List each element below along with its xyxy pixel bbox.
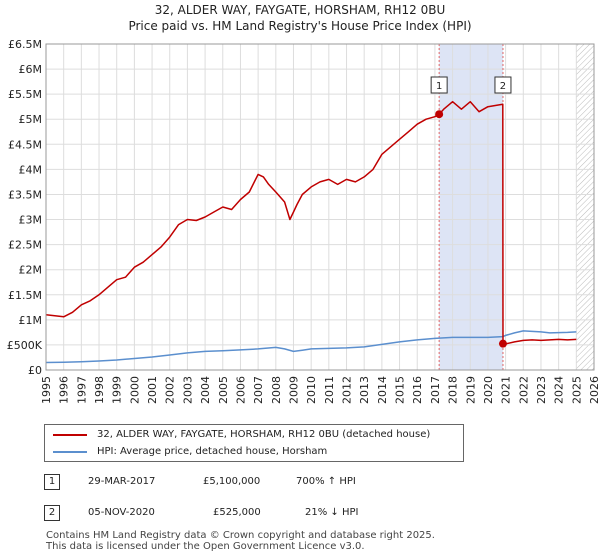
- x-tick-label: 2010: [305, 376, 318, 404]
- x-tick-label: 2004: [199, 376, 212, 404]
- x-tick-label: 2020: [482, 376, 495, 404]
- y-tick-label: £2.5M: [8, 239, 42, 252]
- y-tick-label: £500K: [7, 339, 43, 352]
- x-tick-label: 2006: [234, 376, 247, 404]
- x-tick-label: 2024: [553, 376, 566, 404]
- transaction-hpi-change: 21% ↓ HPI: [305, 507, 359, 518]
- legend-label-property: 32, ALDER WAY, FAYGATE, HORSHAM, RH12 0B…: [97, 429, 431, 440]
- x-tick-label: 2026: [588, 376, 600, 404]
- transaction-price: £5,100,000: [203, 476, 261, 487]
- x-tick-label: 2021: [500, 376, 513, 404]
- transaction-hpi-change: 700% ↑ HPI: [296, 476, 356, 487]
- x-tick-label: 2001: [146, 376, 159, 404]
- sale-point-marker: [435, 110, 444, 119]
- x-tick-label: 2023: [535, 376, 548, 404]
- property-price-line: [45, 100, 577, 345]
- x-tick-label: 2002: [164, 376, 177, 404]
- x-tick-label: 2005: [217, 376, 230, 404]
- x-tick-label: 2016: [411, 376, 424, 404]
- x-tick-label: 1997: [75, 376, 88, 404]
- legend-swatch-hpi: [53, 451, 87, 453]
- price-chart: £0 £500K £1M £1.5M £2M £2.5M £3M £3.5M £4M £4.5M £…: [7, 38, 600, 404]
- x-tick-label: 2000: [128, 376, 141, 404]
- annotation-label: 1: [436, 81, 442, 92]
- hpi-line: [45, 330, 577, 364]
- y-tick-label: £6.5M: [8, 38, 42, 51]
- transaction-date: 05-NOV-2020: [88, 507, 155, 518]
- transaction-price: £525,000: [213, 507, 261, 518]
- x-tick-label: 2003: [181, 376, 194, 404]
- x-tick-label: 1996: [58, 376, 71, 404]
- annotation-box: [430, 76, 448, 94]
- plot-frame: [45, 43, 595, 371]
- chart-title: 32, ALDER WAY, FAYGATE, HORSHAM, RH12 0B…: [154, 3, 446, 17]
- y-tick-label: £1.5M: [8, 289, 42, 302]
- x-tick-label: 2015: [394, 376, 407, 404]
- sale-point-marker: [498, 339, 507, 348]
- y-tick-label: £1M: [19, 314, 43, 327]
- x-tick-label: 2019: [464, 376, 477, 404]
- y-tick-label: £6M: [19, 63, 43, 76]
- annotation-label: 2: [500, 81, 506, 92]
- x-tick-label: 2017: [429, 376, 442, 404]
- y-tick-label: £5.5M: [8, 88, 42, 101]
- legend-swatch-property: [53, 434, 87, 436]
- y-tick-label: £4M: [19, 163, 43, 176]
- x-tick-label: 2014: [376, 376, 389, 404]
- footer: Contains HM Land Registry data © Crown c…: [46, 530, 435, 552]
- y-tick-label: £4.5M: [8, 138, 42, 151]
- x-tick-label: 1999: [111, 376, 124, 404]
- forecast-hatch: [576, 44, 594, 370]
- x-tick-label: 2022: [517, 376, 530, 404]
- x-tick-label: 2025: [570, 376, 583, 404]
- y-tick-label: £3.5M: [8, 188, 42, 201]
- x-tick-label: 2007: [252, 376, 265, 404]
- x-tick-label: 2008: [270, 376, 283, 404]
- chart-subtitle: Price paid vs. HM Land Registry's House …: [128, 19, 472, 33]
- annotation-box: [494, 76, 512, 94]
- x-tick-label: 2011: [323, 376, 336, 404]
- transaction-date: 29-MAR-2017: [88, 476, 156, 487]
- footer-license: This data is licensed under the Open Gov…: [46, 541, 365, 552]
- legend-label-hpi: HPI: Average price, detached house, Hors…: [97, 446, 328, 457]
- x-tick-label: 2012: [341, 376, 354, 404]
- x-tick-label: 2018: [447, 376, 460, 404]
- y-tick-label: £5M: [19, 113, 43, 126]
- transaction-number: 2: [44, 505, 60, 521]
- footer-copyright: Contains HM Land Registry data © Crown c…: [46, 530, 435, 541]
- transaction-number: 1: [44, 474, 60, 490]
- x-tick-label: 1995: [40, 376, 53, 404]
- x-tick-label: 2013: [358, 376, 371, 404]
- x-tick-label: 1998: [93, 376, 106, 404]
- y-tick-label: £3M: [19, 214, 43, 227]
- x-tick-label: 2009: [287, 376, 300, 404]
- chart-legend: 32, ALDER WAY, FAYGATE, HORSHAM, RH12 0B…: [44, 424, 464, 462]
- y-tick-label: £2M: [19, 264, 43, 277]
- y-tick-label: £0: [28, 364, 42, 377]
- shaded-period: [439, 44, 503, 370]
